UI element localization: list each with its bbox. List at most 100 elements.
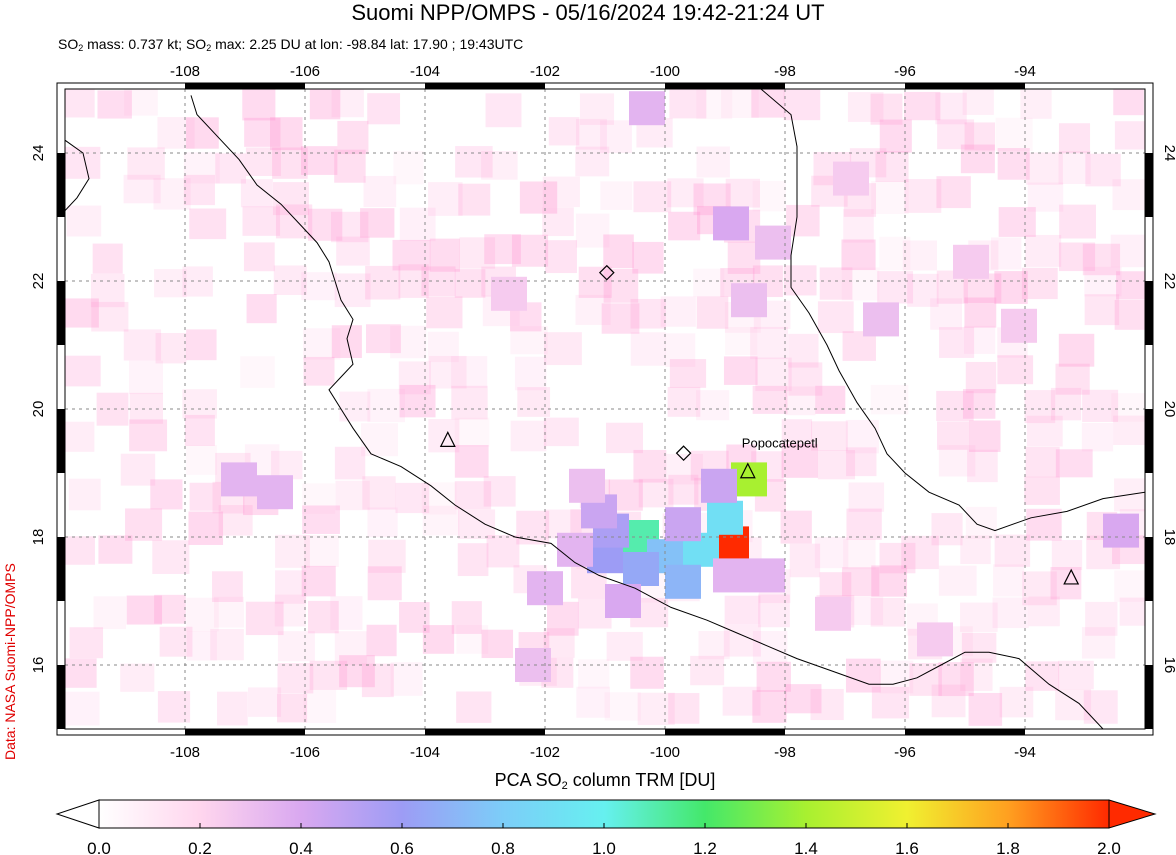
background-cell	[217, 691, 248, 726]
background-cell	[841, 267, 880, 301]
background-cell	[543, 332, 582, 366]
frame-bar	[57, 537, 65, 601]
frame-bar	[905, 83, 1025, 89]
frame-bar	[665, 83, 785, 89]
background-cell	[334, 273, 371, 308]
background-cell	[603, 234, 634, 269]
background-cell	[696, 89, 733, 120]
background-cell	[458, 183, 491, 216]
lon-tick-bottom: -98	[774, 744, 796, 761]
background-cell	[183, 152, 220, 184]
background-cell	[935, 92, 967, 125]
so2-cell	[557, 532, 593, 567]
background-cell	[871, 686, 910, 719]
background-cell	[1114, 121, 1145, 150]
background-cell	[456, 691, 492, 723]
background-cell	[309, 660, 348, 690]
background-cell	[964, 325, 996, 354]
background-cell	[126, 595, 163, 625]
lon-tick-bottom: -102	[530, 744, 560, 761]
background-cell	[724, 595, 761, 625]
background-cell	[871, 565, 908, 597]
background-cell	[123, 329, 162, 361]
volcano-icon	[739, 462, 756, 479]
volcano-icon	[1063, 568, 1080, 585]
background-cell	[427, 331, 459, 363]
frame-bar	[57, 281, 65, 345]
frame-bar	[1145, 153, 1153, 217]
background-cell	[1084, 294, 1120, 326]
so2-cell	[491, 276, 527, 311]
background-cell	[429, 238, 460, 272]
background-cell	[931, 684, 966, 718]
background-cell	[960, 658, 993, 691]
background-cell	[246, 294, 277, 324]
background-cell	[330, 211, 369, 243]
background-cell	[870, 93, 903, 125]
background-cell	[1050, 566, 1082, 600]
background-cell	[578, 266, 612, 298]
lat-tick-right: 22	[1161, 273, 1176, 290]
lon-tick-top: -102	[530, 63, 560, 80]
background-cell	[690, 655, 725, 686]
background-cell	[545, 240, 577, 274]
so2-cell	[257, 475, 293, 510]
so2-cell	[863, 302, 899, 337]
background-cell	[1050, 387, 1082, 421]
so2-cells	[221, 91, 1139, 682]
background-cell	[696, 146, 730, 178]
background-cell	[247, 687, 282, 717]
background-field	[65, 89, 1145, 726]
background-cell	[938, 565, 977, 596]
background-cell	[304, 535, 339, 568]
background-cell	[1058, 242, 1096, 272]
background-cell	[339, 655, 375, 688]
background-cell	[302, 505, 340, 534]
background-cell	[722, 686, 761, 716]
background-cell	[788, 362, 823, 396]
background-cell	[817, 301, 854, 334]
background-cell	[65, 89, 95, 118]
background-cell	[486, 535, 520, 568]
frame-bar	[425, 729, 545, 735]
background-cell	[997, 355, 1034, 385]
background-cell	[153, 178, 191, 210]
lat-tick-right: 20	[1161, 401, 1176, 418]
so2-cell	[701, 468, 737, 503]
background-cell	[272, 182, 309, 216]
colorbar-title: PCA SO2 column TRM [DU]	[494, 770, 716, 792]
background-cell	[451, 385, 488, 420]
background-cell	[484, 234, 521, 265]
background-cell	[1058, 333, 1095, 367]
background-cell	[123, 174, 161, 204]
background-cell	[965, 506, 997, 539]
background-cell	[1055, 363, 1090, 395]
frame-bar	[185, 729, 305, 735]
background-cell	[309, 89, 341, 120]
background-cell	[901, 535, 939, 570]
lat-tick-left: 16	[30, 657, 47, 674]
so2-summary: SO2 mass: 0.737 kt; SO2 max: 2.25 DU at …	[58, 36, 524, 53]
background-cell	[904, 179, 942, 213]
background-cell	[542, 207, 574, 237]
background-cell	[998, 207, 1036, 237]
so2-cell	[665, 564, 701, 599]
background-cell	[696, 390, 730, 421]
background-cell	[960, 602, 998, 632]
frame-bar	[57, 665, 65, 729]
background-cell	[843, 539, 876, 570]
background-cell	[336, 236, 370, 266]
so2-cell	[629, 91, 665, 126]
background-cell	[428, 182, 463, 216]
background-cell	[242, 206, 281, 236]
background-cell	[603, 268, 639, 303]
background-cell	[367, 507, 398, 538]
background-cell	[668, 693, 700, 724]
background-cell	[1082, 243, 1121, 276]
volcano-icon	[439, 431, 456, 447]
background-cell	[606, 631, 643, 661]
background-cell	[879, 542, 916, 574]
background-cell	[454, 481, 492, 510]
colorbar-tick-label: 1.4	[794, 839, 818, 855]
background-cell	[300, 146, 338, 175]
